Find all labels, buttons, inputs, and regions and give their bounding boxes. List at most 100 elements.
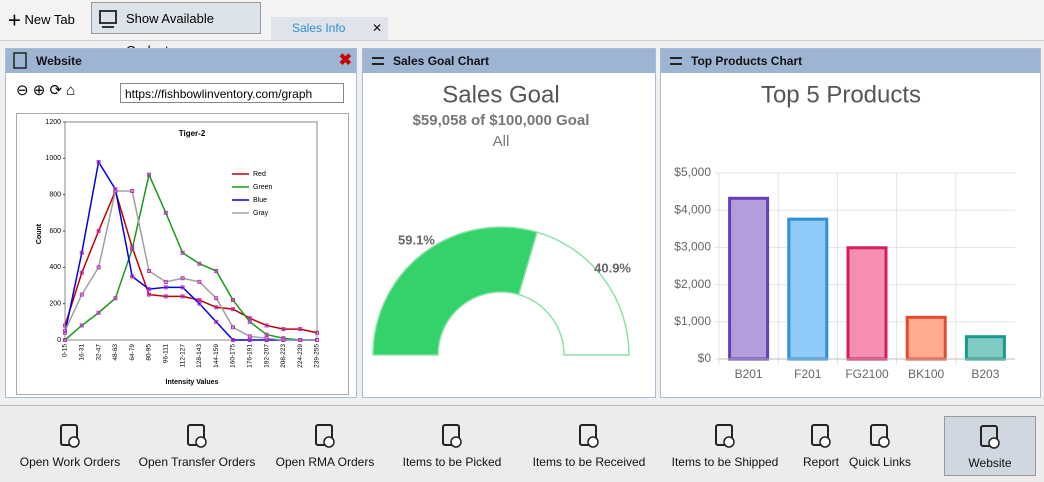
series-line — [64, 188, 318, 334]
point — [96, 229, 101, 233]
icon — [99, 10, 117, 28]
y-tick-label: $5,000 — [674, 165, 711, 179]
shortcut-label: Open Work Orders — [19, 455, 121, 469]
y-tick-label: 0 — [57, 337, 61, 344]
series-line — [64, 159, 317, 341]
shortcut[interactable]: Open Transfer Orders — [137, 416, 257, 476]
icon — [187, 424, 207, 448]
point — [147, 268, 151, 273]
point — [231, 338, 235, 342]
y-tick-label: 600 — [49, 228, 61, 235]
x-tick-label: 112-127 — [179, 344, 186, 368]
point — [298, 327, 303, 332]
icon — [13, 52, 27, 69]
bottom-bar: Open Work Orders Open Transfer Orders Open… — [0, 405, 1044, 482]
shortcut-label: Quick Links — [848, 455, 912, 469]
point — [231, 307, 235, 312]
icon — [670, 57, 682, 65]
point — [147, 172, 151, 177]
bar — [728, 196, 770, 361]
shortcut[interactable]: Website — [944, 416, 1036, 476]
point — [197, 261, 202, 266]
point — [130, 189, 135, 194]
y-tick-label: 1200 — [45, 119, 61, 126]
legend-label: Gray — [253, 210, 269, 217]
icon — [315, 424, 335, 448]
point — [130, 274, 135, 279]
shortcut[interactable]: Open RMA Orders — [265, 416, 385, 476]
point — [281, 338, 286, 342]
close[interactable]: ✖ — [338, 52, 352, 69]
point — [79, 250, 84, 255]
chart: 0 200 400 600 800 1000 1200 0-15 16-31 32-47 48-63… — [16, 113, 349, 395]
point — [197, 298, 202, 303]
x-tick-label: 80-95 — [146, 344, 153, 361]
x-tick-label: 0-15 — [62, 344, 69, 357]
shortcut[interactable]: Report — [761, 416, 881, 476]
y-tick-label: 1000 — [45, 155, 61, 162]
x-tick-label: 208-223 — [280, 344, 287, 368]
panel-title: Website — [36, 54, 82, 68]
nav-bar: ⊖ ⊕ ⟳ ⌂ — [16, 82, 76, 99]
close-tab[interactable]: ✕ — [371, 21, 382, 35]
website-panel: Website ✖ ⊖ ⊕ ⟳ ⌂ https://fishbowlinvento… — [5, 48, 357, 398]
gauge-segment — [372, 226, 539, 356]
chart: Sales Goal $59,058 of $100,000 Goal All 59.… — [372, 81, 631, 356]
point — [147, 287, 151, 292]
shortcut[interactable]: Open Work Orders — [10, 416, 130, 476]
shortcut[interactable]: Items to be Picked — [392, 416, 512, 476]
icon — [442, 424, 462, 448]
x-tick-label: BK100 — [908, 367, 944, 381]
shortcut-label: Open RMA Orders — [275, 455, 375, 469]
chart-title: Top 5 Products — [761, 81, 921, 108]
toolbar: + New Tab Show Available Gadgets Sales I… — [0, 0, 1044, 58]
point — [163, 285, 168, 290]
panel-title: Sales Goal Chart — [393, 54, 490, 68]
shortcut[interactable]: Quick Links — [820, 416, 940, 476]
y-tick-label: $4,000 — [674, 202, 711, 216]
point — [197, 279, 202, 284]
bar — [846, 246, 888, 361]
shortcut-label: Report — [802, 455, 840, 469]
top-products-panel: Top Products Chart Top 5 Products $0 $1,00… — [660, 48, 1041, 398]
legend-label: Blue — [253, 197, 267, 204]
point — [247, 338, 252, 342]
y-tick-label: 800 — [49, 192, 61, 199]
point — [247, 316, 252, 321]
panel-header: Top Products Chart — [661, 49, 1040, 73]
x-tick-label: B201 — [735, 367, 763, 381]
point — [247, 319, 252, 324]
shortcut-label: Website — [968, 456, 1012, 470]
point — [264, 323, 269, 328]
point — [214, 319, 219, 324]
legend-label: Green — [253, 184, 273, 191]
y-axis-label: Count — [36, 223, 43, 244]
point — [79, 292, 84, 297]
y-tick-label: $2,000 — [674, 277, 711, 291]
gauge-segment — [517, 231, 630, 356]
y-tick-label: 400 — [49, 264, 61, 271]
icon — [60, 424, 80, 448]
label: New Tab — [24, 12, 75, 27]
x-tick-label: 16-31 — [79, 344, 86, 361]
data-label: 40.9% — [594, 260, 631, 275]
tab-label: Sales Info — [292, 21, 346, 35]
new-tab-button[interactable]: + New Tab — [8, 7, 75, 33]
x-tick-label: 128-143 — [196, 344, 203, 368]
shortcut[interactable]: Items to be Received — [529, 416, 649, 476]
shortcut[interactable]: Items to be Shipped — [665, 416, 785, 476]
point — [315, 338, 319, 342]
show-gadgets-button[interactable]: Show Available Gadgets — [91, 2, 261, 58]
chart: Top 5 Products $0 $1,000 $2,000 $3,000 $4,000… — [674, 81, 1015, 381]
point — [96, 265, 101, 270]
point — [214, 268, 219, 273]
url-bar[interactable]: https://fishbowlinventory.com/graph — [120, 83, 344, 103]
sales-goal-panel: Sales Goal Chart Sales Goal $59,058 of $1… — [362, 48, 656, 398]
series-line — [64, 172, 317, 341]
x-tick-label: 64-79 — [129, 344, 136, 361]
x-tick-label: 224-239 — [297, 344, 304, 368]
point — [231, 325, 235, 330]
point — [180, 285, 185, 290]
tab[interactable]: Sales Info ✕ — [271, 17, 388, 40]
point — [163, 294, 168, 299]
